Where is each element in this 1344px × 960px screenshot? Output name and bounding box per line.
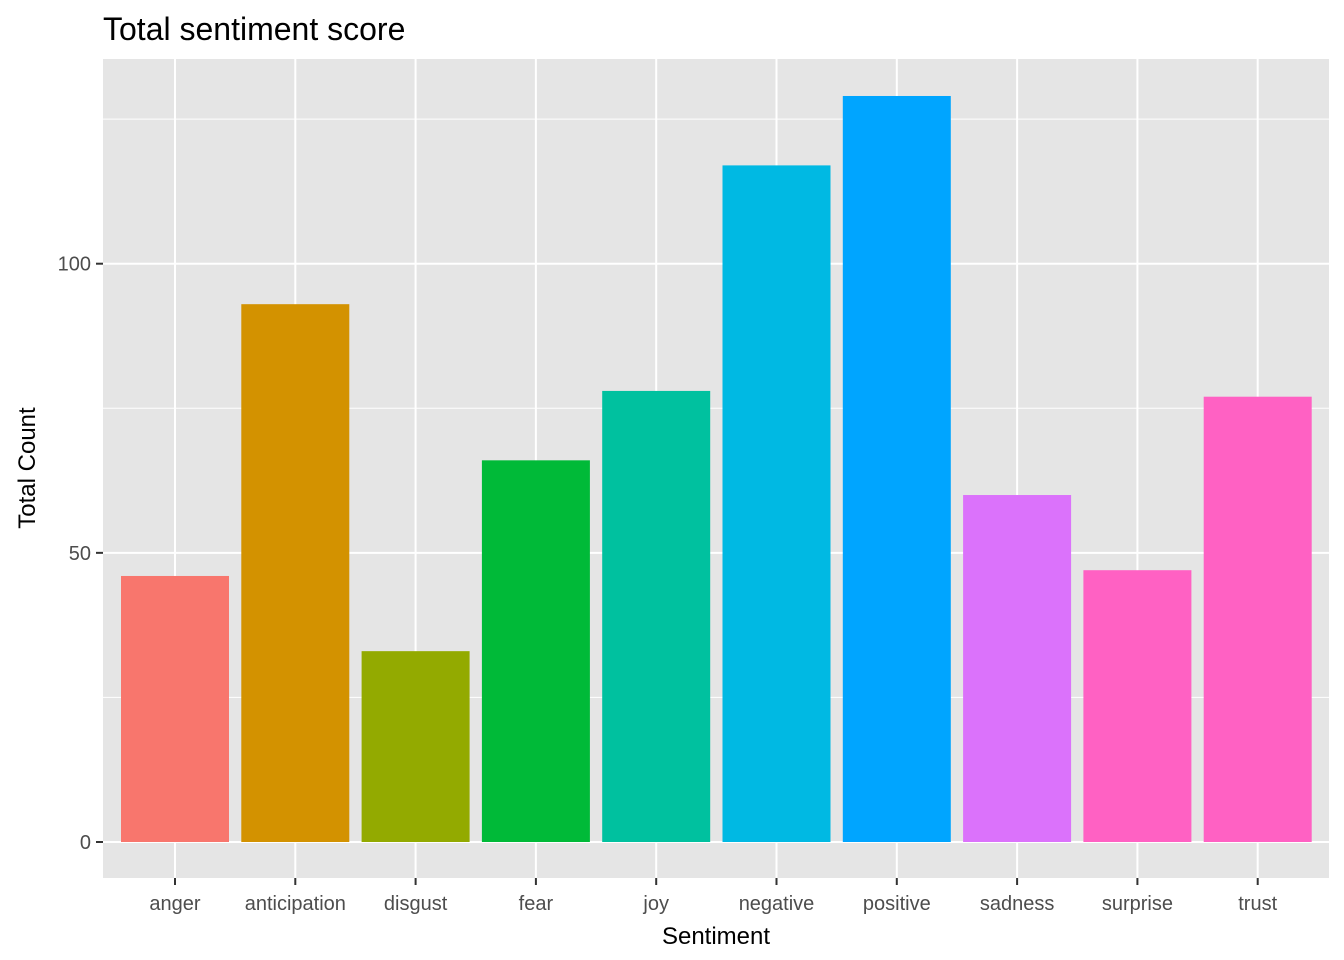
x-tick-label-disgust: disgust [384,893,448,915]
bars [121,95,1312,843]
bar-anger [121,575,229,842]
x-tick-label-anticipation: anticipation [245,893,346,915]
chart-title: Total sentiment score [103,11,405,47]
y-axis-title: Total Count [14,407,41,529]
x-tick-label-negative: negative [739,893,815,915]
bar-negative [722,165,831,842]
x-axis-title: Sentiment [662,923,770,950]
bar-anticipation [241,304,350,842]
x-tick-label-joy: joy [642,893,669,915]
bar-fear [481,460,590,842]
bar-trust [1203,396,1312,842]
bar-surprise [1083,570,1192,842]
bar-positive [842,95,951,843]
y-axis: 0 50 100 [58,254,103,854]
x-tick-label-anger: anger [149,893,200,915]
x-axis: anger anticipation disgust fear joy negative p… [149,878,1278,915]
x-tick-label-sadness: sadness [980,893,1055,915]
x-tick-label-positive: positive [863,893,931,915]
bar-joy [602,390,711,842]
bar-sadness [963,495,1072,842]
y-tick-label-2: 100 [58,254,91,276]
x-tick-label-trust: trust [1238,893,1277,915]
x-tick-label-fear: fear [519,893,554,915]
bar-disgust [361,651,470,842]
y-tick-label-0: 0 [80,832,91,854]
y-tick-label-1: 50 [69,543,91,565]
x-tick-label-surprise: surprise [1102,893,1173,915]
